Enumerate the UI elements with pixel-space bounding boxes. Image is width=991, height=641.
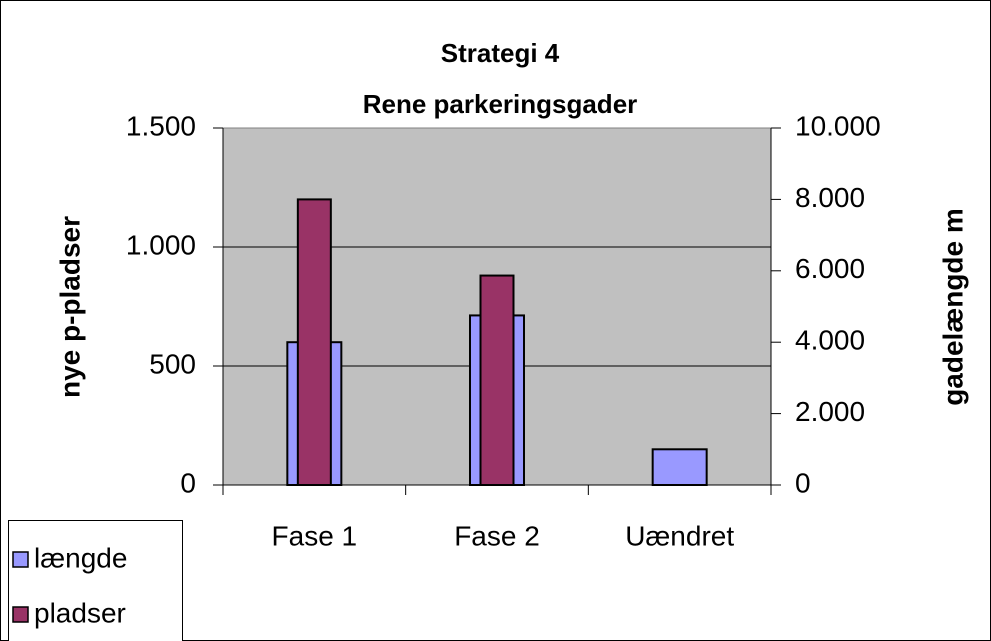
legend-label: pladser <box>34 597 126 628</box>
y2-tick-label: 10.000 <box>795 110 881 141</box>
y2-tick-label: 8.000 <box>795 182 865 213</box>
y2-tick-label: 0 <box>795 467 811 498</box>
y2-tick-label: 6.000 <box>795 253 865 284</box>
y2-tick-label: 2.000 <box>795 396 865 427</box>
y-tick-label: 1.500 <box>126 110 196 141</box>
x-tick-label: Fase 2 <box>454 520 540 551</box>
x-tick-label: Fase 1 <box>272 520 358 551</box>
y-tick-label: 500 <box>149 348 196 379</box>
y-tick-label: 1.000 <box>126 229 196 260</box>
chart-title: Strategi 4 <box>441 38 560 68</box>
legend-label: længde <box>34 542 127 573</box>
legend-swatch <box>12 606 29 623</box>
y2-axis-title: gadelængde m <box>937 208 968 406</box>
legend-box <box>8 520 183 641</box>
bar <box>296 198 332 486</box>
bar <box>479 274 515 486</box>
y2-tick-label: 4.000 <box>795 325 865 356</box>
y-tick-label: 0 <box>180 467 196 498</box>
bar <box>651 448 708 486</box>
legend-swatch <box>12 551 29 568</box>
x-tick-label: Uændret <box>625 520 734 551</box>
chart-subtitle: Rene parkeringsgader <box>363 89 638 119</box>
y-axis-title: nye p-pladser <box>54 216 85 398</box>
